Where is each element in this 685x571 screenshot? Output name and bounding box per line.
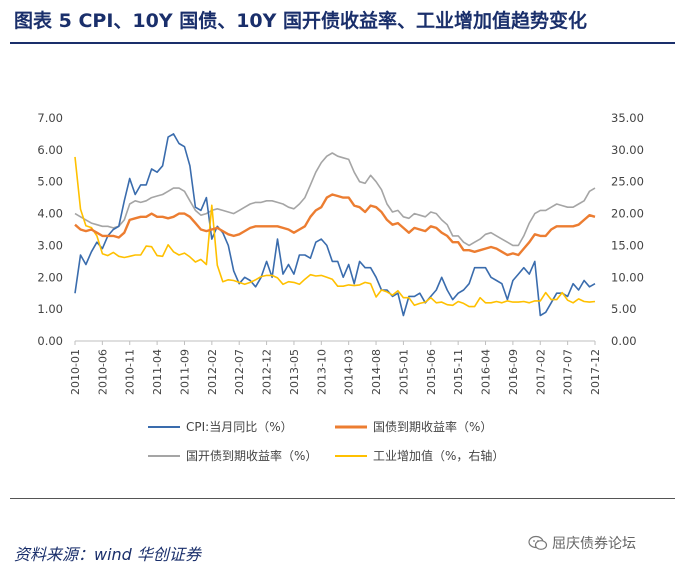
series-line-3 — [74, 152, 596, 247]
x-tick-label: 2016-09 — [507, 349, 520, 395]
x-tick-label: 2012-12 — [261, 349, 274, 395]
x-tick-label: 2011-04 — [151, 349, 164, 395]
series-line-4 — [74, 156, 596, 308]
x-tick-label: 2016-04 — [480, 349, 493, 395]
chart-title: 图表 5 CPI、10Y 国债、10Y 国开债收益率、工业增加值趋势变化 — [14, 10, 588, 32]
x-tick-label: 2015-06 — [425, 349, 438, 395]
y-right-tick-label: 20.00 — [611, 207, 644, 221]
line-chart: 0.00 1.00 2.00 3.00 4.00 5.00 6.00 7.00 0.00 5.0… — [37, 111, 644, 463]
legend-label-4: 工业增加值（%，右轴） — [373, 448, 504, 463]
footer-divider — [10, 498, 675, 499]
y-right-tick-label: 0.00 — [611, 334, 637, 348]
x-tick-label: 2011-09 — [178, 349, 191, 395]
y-left-tick-label: 4.00 — [37, 207, 63, 221]
y-right-tick-label: 25.00 — [611, 175, 644, 189]
x-axis: 2010-01 2010-06 2010-11 2011-04 2011-09 2012-… — [69, 340, 602, 395]
y-left-tick-label: 5.00 — [37, 175, 63, 189]
y-left-tick-label: 1.00 — [37, 302, 63, 316]
y-axis-left: 0.00 1.00 2.00 3.00 4.00 5.00 6.00 7.00 — [37, 111, 63, 348]
y-left-tick-label: 2.00 — [37, 270, 63, 284]
y-left-tick-label: 3.00 — [37, 238, 63, 252]
legend: CPI:当月同比（%） 国债到期收益率（%） 国开债到期收益率（%） 工业增加值（%，… — [148, 419, 504, 463]
x-tick-label: 2013-10 — [315, 349, 328, 395]
legend-label-3: 国开债到期收益率（%） — [186, 448, 317, 463]
y-left-tick-label: 0.00 — [37, 334, 63, 348]
series-line-2 — [74, 193, 596, 257]
watermark: 屈庆债券论坛 — [528, 533, 636, 553]
x-tick-label: 2010-11 — [124, 349, 137, 395]
watermark-text: 屈庆债券论坛 — [552, 536, 636, 552]
x-tick-label: 2013-05 — [288, 349, 301, 395]
series-line-1 — [74, 133, 596, 317]
source-note: 资料来源：wind 华创证券 — [14, 545, 201, 564]
legend-label-2: 国债到期收益率（%） — [373, 419, 492, 434]
y-left-tick-label: 6.00 — [37, 143, 63, 157]
plot-area — [74, 133, 596, 317]
wechat-icon — [528, 535, 548, 550]
x-tick-label: 2014-03 — [343, 349, 356, 395]
y-right-tick-label: 10.00 — [611, 270, 644, 284]
x-tick-label: 2010-06 — [96, 349, 109, 395]
x-tick-label: 2015-01 — [397, 349, 410, 395]
y-axis-right: 0.00 5.00 10.00 15.00 20.00 25.00 30.00 35.00 — [611, 111, 644, 348]
x-tick-label: 2015-11 — [452, 349, 465, 395]
y-right-tick-label: 35.00 — [611, 111, 644, 125]
x-tick-label: 2012-07 — [233, 349, 246, 395]
x-tick-label: 2012-02 — [206, 349, 219, 395]
x-tick-label: 2014-08 — [370, 349, 383, 395]
y-right-tick-label: 15.00 — [611, 238, 644, 252]
x-tick-label: 2017-07 — [562, 349, 575, 395]
x-tick-label: 2017-12 — [589, 349, 602, 395]
x-tick-label: 2017-02 — [534, 349, 547, 395]
legend-label-1: CPI:当月同比（%） — [186, 420, 293, 434]
y-right-tick-label: 5.00 — [611, 302, 637, 316]
title-divider — [10, 42, 675, 44]
x-tick-label: 2010-01 — [69, 349, 82, 395]
y-right-tick-label: 30.00 — [611, 143, 644, 157]
y-left-tick-label: 7.00 — [37, 111, 63, 125]
